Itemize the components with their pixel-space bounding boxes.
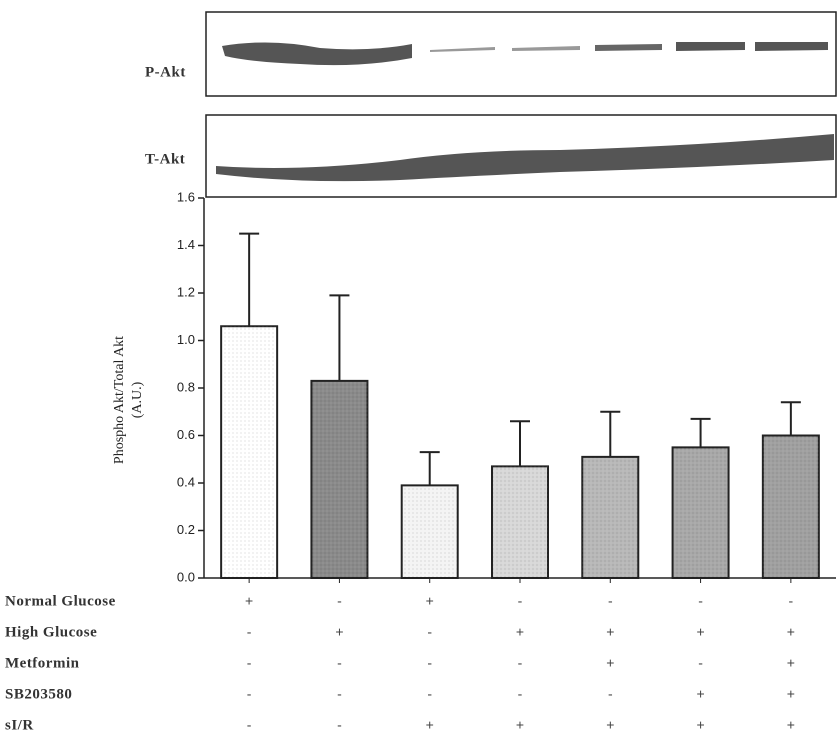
treatment-sign: - bbox=[608, 686, 613, 702]
treatment-sign: + bbox=[787, 717, 795, 733]
y-tick-label: 0.0 bbox=[177, 569, 195, 584]
y-axis-title-line: (A.U.) bbox=[130, 381, 145, 418]
treatment-sign: - bbox=[518, 686, 523, 702]
treatment-sign: + bbox=[606, 655, 614, 671]
treatment-name: Metformin bbox=[5, 655, 80, 671]
treatment-sign: + bbox=[245, 593, 253, 609]
treatment-sign: - bbox=[247, 686, 252, 702]
blot-band bbox=[676, 42, 745, 51]
bar-texture bbox=[402, 485, 458, 578]
treatment-sign: - bbox=[427, 686, 432, 702]
treatment-sign: - bbox=[698, 655, 703, 671]
y-tick-label: 0.6 bbox=[177, 427, 195, 442]
treatment-sign: - bbox=[337, 717, 342, 733]
bar-texture bbox=[582, 457, 638, 578]
treatment-sign: + bbox=[335, 624, 343, 640]
blot-band bbox=[755, 42, 828, 51]
treatment-sign: - bbox=[337, 686, 342, 702]
y-tick-label: 1.0 bbox=[177, 332, 195, 347]
treatment-sign: - bbox=[518, 655, 523, 671]
y-tick-label: 0.4 bbox=[177, 474, 195, 489]
treatment-sign: + bbox=[426, 717, 434, 733]
treatment-sign: + bbox=[787, 624, 795, 640]
blot-label: T-Akt bbox=[145, 151, 185, 167]
treatment-sign: + bbox=[696, 624, 704, 640]
y-tick-label: 1.2 bbox=[177, 284, 195, 299]
page: {"chart_data": { "type": "bar", "blot_la… bbox=[0, 0, 839, 743]
treatment-sign: - bbox=[337, 655, 342, 671]
y-axis-title-line: Phospho Akt/Total Akt bbox=[112, 336, 127, 464]
treatment-sign: - bbox=[247, 717, 252, 733]
y-tick-label: 1.4 bbox=[177, 237, 195, 252]
treatment-sign: + bbox=[606, 624, 614, 640]
treatment-sign: + bbox=[516, 624, 524, 640]
bar-texture bbox=[492, 466, 548, 578]
treatment-sign: + bbox=[516, 717, 524, 733]
treatment-sign: - bbox=[337, 593, 342, 609]
y-tick-label: 0.2 bbox=[177, 522, 195, 537]
treatment-sign: - bbox=[608, 593, 613, 609]
y-tick-label: 1.6 bbox=[177, 189, 195, 204]
treatment-name: sI/R bbox=[5, 717, 34, 733]
treatment-sign: + bbox=[696, 686, 704, 702]
y-tick-label: 0.8 bbox=[177, 379, 195, 394]
treatment-sign: - bbox=[789, 593, 794, 609]
treatment-name: High Glucose bbox=[5, 624, 97, 640]
blot-band bbox=[595, 44, 662, 51]
bar-texture bbox=[763, 436, 819, 579]
treatment-sign: - bbox=[247, 655, 252, 671]
figure: P-Akt T-Akt Phospho Akt/Total Akt (A.U.)… bbox=[0, 0, 839, 738]
bar-texture bbox=[311, 381, 367, 578]
treatment-sign: - bbox=[518, 593, 523, 609]
treatment-sign: + bbox=[426, 593, 434, 609]
treatment-name: Normal Glucose bbox=[5, 593, 116, 609]
blot-label: P-Akt bbox=[145, 64, 186, 80]
y-axis-title: Phospho Akt/Total Akt (A.U.) bbox=[112, 336, 145, 464]
treatment-sign: + bbox=[606, 717, 614, 733]
treatment-sign: + bbox=[787, 655, 795, 671]
treatment-name: SB203580 bbox=[5, 686, 72, 702]
treatment-sign: + bbox=[787, 686, 795, 702]
treatment-sign: - bbox=[698, 593, 703, 609]
treatment-sign: - bbox=[427, 624, 432, 640]
treatment-sign: - bbox=[427, 655, 432, 671]
treatment-sign: + bbox=[696, 717, 704, 733]
bar-texture bbox=[673, 447, 729, 578]
bar-texture bbox=[221, 326, 277, 578]
treatment-sign: - bbox=[247, 624, 252, 640]
